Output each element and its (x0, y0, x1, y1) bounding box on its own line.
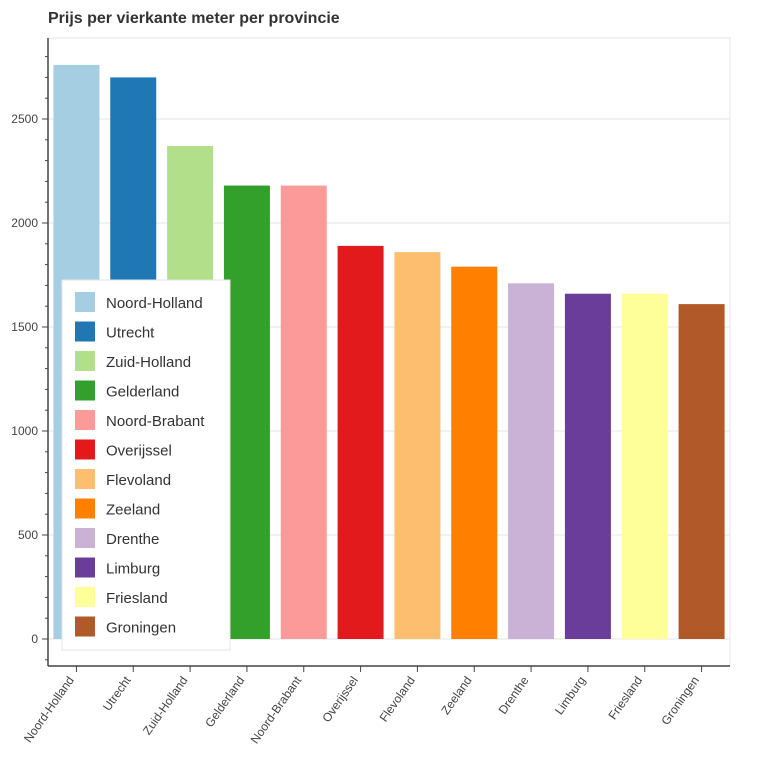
legend-label-zuid-holland: Zuid-Holland (106, 354, 191, 371)
x-tick-label: Noord-Holland (21, 674, 77, 745)
legend-swatch-zuid-holland (75, 351, 95, 371)
legend-swatch-drenthe (75, 528, 95, 548)
x-tick-label: Utrecht (100, 673, 134, 713)
legend-label-limburg: Limburg (106, 561, 160, 578)
bar-zeeland (451, 266, 498, 639)
x-tick-label: Zuid-Holland (140, 674, 190, 738)
legend-swatch-utrecht (75, 321, 95, 342)
bar-drenthe (508, 283, 555, 639)
y-tick-label: 2000 (11, 216, 38, 230)
legend-label-utrecht: Utrecht (106, 325, 155, 342)
legend-swatch-flevoland (75, 469, 95, 489)
legend-label-groningen: Groningen (106, 620, 176, 637)
x-tick-label: Zeeland (438, 674, 474, 718)
legend-swatch-zeeland (75, 498, 95, 519)
x-tick-label: Drenthe (496, 673, 532, 716)
legend-label-noord-brabant: Noord-Brabant (106, 413, 205, 430)
x-axis-ticks: Noord-Holland Utrecht Zuid-Holland Gelderla… (21, 666, 703, 746)
bar-groningen (678, 304, 725, 639)
y-tick-label: 500 (18, 528, 38, 542)
bar-gelderland (223, 185, 270, 639)
axes (47, 38, 730, 667)
x-tick-label: Gelderland (202, 674, 247, 730)
legend-swatch-noord-holland (75, 292, 95, 312)
bar-flevoland (394, 252, 441, 639)
y-tick-label: 1500 (11, 320, 38, 334)
bar-limburg (564, 293, 611, 639)
x-tick-label: Flevoland (377, 674, 418, 725)
legend-label-overijssel: Overijssel (106, 443, 172, 460)
legend-label-drenthe: Drenthe (106, 531, 159, 548)
legend-swatch-noord-brabant (75, 410, 95, 430)
legend-swatch-overijssel (75, 439, 95, 460)
legend-swatch-groningen (75, 616, 95, 637)
x-tick-label: Limburg (552, 674, 588, 718)
legend-swatch-friesland (75, 587, 95, 607)
y-axis-ticks: 0 500 1000 1500 2000 2500 (11, 56, 48, 661)
x-tick-label: Friesland (605, 674, 645, 722)
legend-label-flevoland: Flevoland (106, 472, 171, 489)
legend-label-gelderland: Gelderland (106, 384, 179, 401)
bar-overijssel (337, 245, 384, 639)
legend-label-noord-holland: Noord-Holland (106, 295, 203, 312)
y-tick-label: 0 (31, 632, 38, 646)
bar-noord-brabant (280, 185, 327, 639)
legend-label-zeeland: Zeeland (106, 502, 160, 519)
legend-swatch-limburg (75, 557, 95, 578)
y-tick-label: 1000 (11, 424, 38, 438)
legend: Noord-Holland Utrecht Zuid-Holland Gelderla… (61, 279, 231, 651)
x-tick-label: Groningen (658, 674, 702, 728)
legend-label-friesland: Friesland (106, 590, 168, 607)
chart-title: Prijs per vierkante meter per provincie (48, 10, 340, 27)
legend-swatch-gelderland (75, 380, 95, 401)
bar-friesland (621, 293, 668, 639)
x-tick-label: Noord-Brabant (248, 673, 305, 746)
x-tick-label: Overijssel (319, 674, 361, 725)
y-tick-label: 2500 (11, 112, 38, 126)
